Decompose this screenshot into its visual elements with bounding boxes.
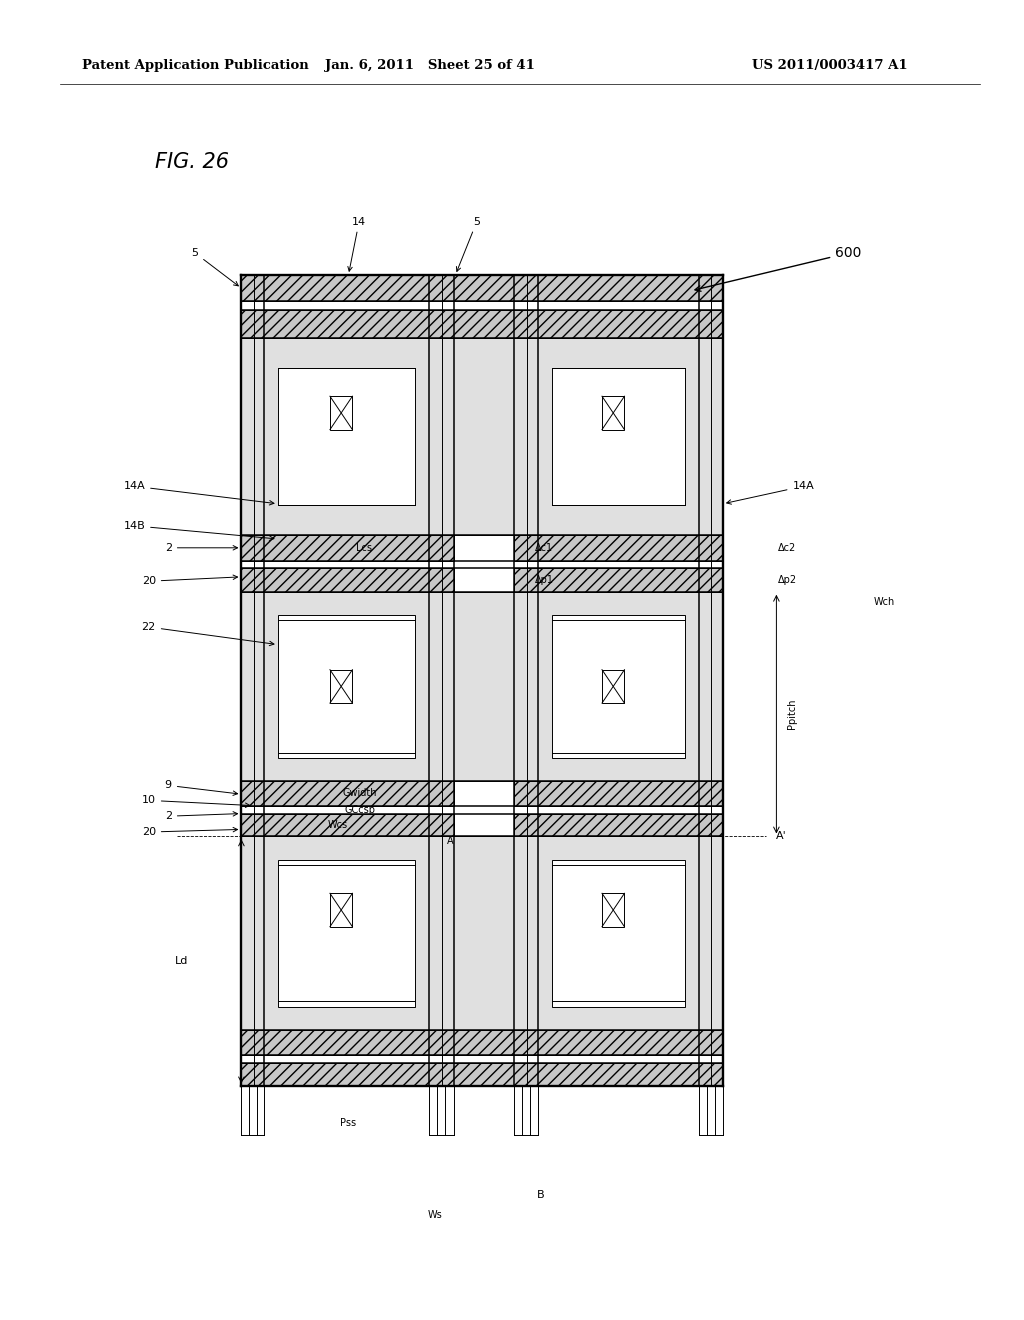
Text: Δy2: Δy2 <box>337 615 356 626</box>
Bar <box>278 615 416 758</box>
Text: Ppitch: Ppitch <box>787 698 797 730</box>
Bar <box>514 535 723 561</box>
Text: 20: 20 <box>141 576 238 586</box>
Text: 14A: 14A <box>727 482 814 504</box>
Bar <box>242 1030 723 1055</box>
Bar <box>242 568 454 591</box>
Text: Lcs: Lcs <box>356 543 372 553</box>
Text: 2: 2 <box>165 812 238 821</box>
Bar <box>278 859 416 1007</box>
Bar <box>514 781 723 805</box>
Bar <box>242 338 723 535</box>
Text: Pss: Pss <box>340 1118 355 1129</box>
Text: Δy2: Δy2 <box>337 742 356 752</box>
Bar <box>552 615 685 758</box>
Text: Δc1: Δc1 <box>536 543 553 553</box>
Text: Wcs: Wcs <box>328 820 348 830</box>
Text: Jan. 6, 2011   Sheet 25 of 41: Jan. 6, 2011 Sheet 25 of 41 <box>325 58 535 71</box>
Text: Δy1: Δy1 <box>337 376 355 387</box>
Bar <box>242 813 454 837</box>
Bar <box>242 1064 723 1086</box>
Bar <box>330 669 352 704</box>
Text: Δp1: Δp1 <box>535 576 554 585</box>
Bar <box>278 368 416 506</box>
Bar <box>602 894 625 927</box>
Text: Gwidth: Gwidth <box>343 788 377 799</box>
Bar <box>242 535 454 561</box>
Text: Δy1: Δy1 <box>337 866 355 876</box>
Bar <box>242 310 723 338</box>
Text: 20: 20 <box>141 828 238 837</box>
Bar <box>330 396 352 429</box>
Text: 14: 14 <box>348 216 367 271</box>
Text: Δp2: Δp2 <box>778 576 797 585</box>
Bar <box>602 396 625 429</box>
Text: Wch: Wch <box>874 598 895 607</box>
Text: Δc2: Δc2 <box>778 543 797 553</box>
Bar <box>602 669 625 704</box>
Bar <box>514 813 723 837</box>
Bar <box>552 368 685 506</box>
Text: 5: 5 <box>191 248 239 286</box>
Text: 9: 9 <box>165 780 238 796</box>
Text: 14B: 14B <box>123 521 274 540</box>
Text: Ld: Ld <box>174 957 187 966</box>
Text: 5: 5 <box>457 216 480 272</box>
Text: GCcsp: GCcsp <box>344 805 376 814</box>
Text: Δy2: Δy2 <box>337 982 356 993</box>
Text: Ws: Ws <box>428 1210 442 1220</box>
Text: 14A: 14A <box>123 482 274 506</box>
Text: Patent Application Publication: Patent Application Publication <box>82 58 309 71</box>
Bar <box>242 591 723 781</box>
Bar <box>514 568 723 591</box>
Bar <box>242 275 723 301</box>
Text: FIG. 26: FIG. 26 <box>155 152 229 172</box>
Text: 2: 2 <box>165 543 238 553</box>
Text: 22: 22 <box>141 622 274 645</box>
Bar <box>242 837 723 1030</box>
Text: B: B <box>538 1191 545 1200</box>
Text: US 2011/0003417 A1: US 2011/0003417 A1 <box>753 58 908 71</box>
Text: A': A' <box>776 832 787 841</box>
Bar <box>552 859 685 1007</box>
Bar <box>242 781 454 805</box>
Text: 10: 10 <box>141 796 250 808</box>
Text: A: A <box>447 836 454 846</box>
Bar <box>330 894 352 927</box>
Text: 600: 600 <box>695 246 861 292</box>
